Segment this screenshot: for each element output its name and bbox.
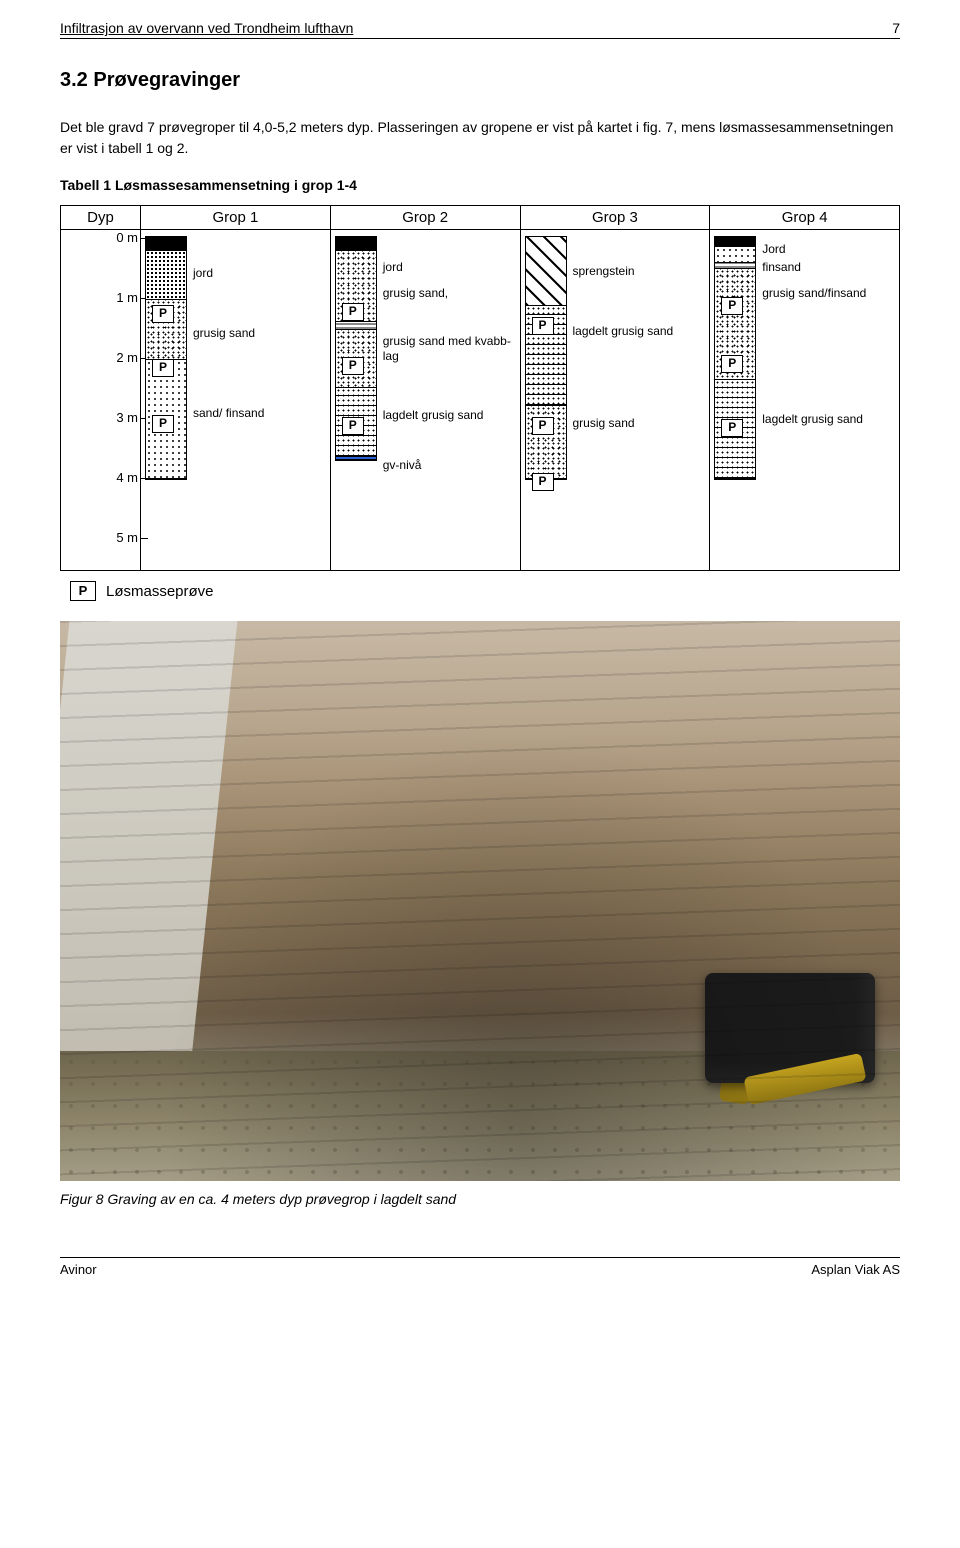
- col-header-dyp: Dyp: [61, 206, 141, 230]
- layer-label: grusig sand med kvabb- lag: [383, 334, 516, 364]
- col-header-grop-1: Grop 1: [141, 206, 331, 230]
- depth-tick: 0 m: [116, 230, 138, 245]
- sample-marker: P: [342, 303, 364, 321]
- layer-label: grusig sand: [573, 416, 706, 431]
- soil-layer: [146, 251, 186, 301]
- excavator-icon: [645, 933, 875, 1103]
- figure-caption: Figur 8 Graving av en ca. 4 meters dyp p…: [60, 1191, 900, 1207]
- sample-marker: P: [342, 417, 364, 435]
- soil-column: P P P: [714, 236, 756, 480]
- profile-header-row: Dyp Grop 1 Grop 2 Grop 3 Grop 4: [61, 206, 899, 230]
- depth-tick: 3 m: [116, 410, 138, 425]
- layer-label: lagdelt grusig sand: [762, 412, 895, 427]
- paragraph-1: Det ble gravd 7 prøvegroper til 4,0-5,2 …: [60, 117, 900, 159]
- soil-layer: [715, 237, 755, 247]
- layer-label: sprengstein: [573, 264, 706, 279]
- layer-label: jord: [193, 266, 326, 281]
- legend-text: Løsmasseprøve: [106, 583, 214, 600]
- soil-column: PPP: [525, 236, 567, 480]
- layer-labels: Jord finsand grusig sand/finsand lagdelt gr…: [760, 236, 895, 564]
- layer-label: lagdelt grusig sand: [383, 408, 516, 423]
- grop-col-4: P P P Jord finsand grusig sand/finsand lagdelt…: [710, 230, 899, 570]
- soil-layer: [336, 457, 376, 460]
- soil-profile-table: Dyp Grop 1 Grop 2 Grop 3 Grop 4 0 m 1 m 2 …: [60, 205, 900, 571]
- legend: P Løsmasseprøve: [70, 581, 900, 601]
- layer-label: grusig sand,: [383, 286, 516, 301]
- excavation-photo: [60, 621, 900, 1181]
- soil-layer: [336, 322, 376, 330]
- layer-labels: jord grusig sand sand/ finsand: [191, 236, 326, 564]
- col-header-grop-3: Grop 3: [521, 206, 711, 230]
- sample-marker: P: [532, 473, 554, 491]
- sample-marker: P: [532, 317, 554, 335]
- layer-label: lagdelt grusig sand: [573, 324, 706, 339]
- section-title: 3.2 Prøvegravinger: [60, 69, 900, 92]
- sample-marker: P: [342, 357, 364, 375]
- grop-col-2: P P Pjord grusig sand, grusig sand med kvabb…: [331, 230, 521, 570]
- soil-layer: [715, 247, 755, 263]
- col-header-grop-4: Grop 4: [710, 206, 899, 230]
- depth-tick: 5 m: [116, 530, 138, 545]
- soil-layer: [336, 237, 376, 251]
- page-header: Infiltrasjon av overvann ved Trondheim l…: [60, 20, 900, 39]
- layer-label: gv-nivå: [383, 458, 516, 473]
- layer-label: sand/ finsand: [193, 406, 326, 421]
- legend-symbol: P: [70, 581, 96, 601]
- sample-marker: P: [532, 417, 554, 435]
- soil-column: P P P: [145, 236, 187, 480]
- layer-labels: sprengstein lagdelt grusig sand grusig san…: [571, 236, 706, 564]
- page-number: 7: [892, 20, 900, 36]
- depth-tick: 2 m: [116, 350, 138, 365]
- col-header-grop-2: Grop 2: [331, 206, 521, 230]
- footer-right: Asplan Viak AS: [811, 1262, 900, 1277]
- layer-label: jord: [383, 260, 516, 275]
- layer-label: finsand: [762, 260, 895, 275]
- soil-column: P P P: [335, 236, 377, 461]
- grop-col-3: P P Psprengstein lagdelt grusig sand grusig …: [521, 230, 711, 570]
- soil-layer: [146, 237, 186, 251]
- layer-label: Jord: [762, 242, 895, 257]
- page-footer: Avinor Asplan Viak AS: [60, 1257, 900, 1277]
- depth-tick: 4 m: [116, 470, 138, 485]
- layer-label: grusig sand: [193, 326, 326, 341]
- sample-marker: P: [152, 415, 174, 433]
- sample-marker: P: [721, 355, 743, 373]
- table-caption: Tabell 1 Løsmassesammensetning i grop 1-…: [60, 177, 900, 193]
- profile-body: 0 m 1 m 2 m 3 m 4 m 5 m P P Pjord grusig sand san…: [61, 230, 899, 570]
- soil-layer: [526, 237, 566, 306]
- depth-tick: 1 m: [116, 290, 138, 305]
- layer-labels: jord grusig sand, grusig sand med kvabb- l…: [381, 236, 516, 564]
- depth-axis: 0 m 1 m 2 m 3 m 4 m 5 m: [61, 230, 141, 570]
- header-title: Infiltrasjon av overvann ved Trondheim l…: [60, 20, 353, 36]
- grop-col-1: P P Pjord grusig sand sand/ finsand: [141, 230, 331, 570]
- footer-left: Avinor: [60, 1262, 97, 1277]
- sample-marker: P: [152, 359, 174, 377]
- sample-marker: P: [721, 297, 743, 315]
- sample-marker: P: [152, 305, 174, 323]
- layer-label: grusig sand/finsand: [762, 286, 895, 301]
- sample-marker: P: [721, 419, 743, 437]
